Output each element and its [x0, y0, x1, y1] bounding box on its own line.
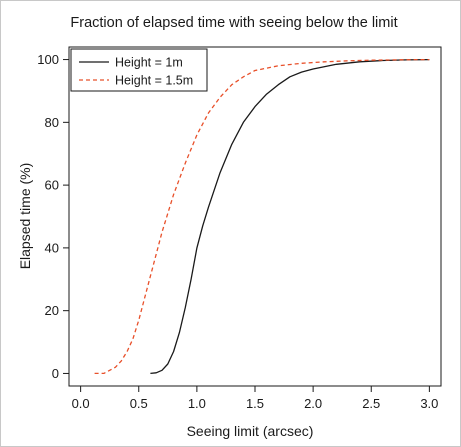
x-axis-label: Seeing limit (arcsec): [187, 423, 314, 439]
x-tick-label: 2.5: [362, 396, 380, 411]
y-tick-label: 0: [52, 366, 59, 381]
plot-area: [68, 46, 442, 387]
y-tick-label: 20: [45, 303, 59, 318]
legend-label-height-1-5m: Height = 1.5m: [115, 74, 193, 88]
y-axis: 0 20 40 60 80 100: [37, 52, 69, 381]
x-tick-label: 1.0: [188, 396, 206, 411]
y-tick-label: 80: [45, 115, 59, 130]
legend-label-height-1m: Height = 1m: [115, 56, 183, 70]
series-line-height-1-5m: [94, 58, 430, 375]
series-layer: [94, 58, 430, 375]
x-tick-label: 1.5: [246, 396, 264, 411]
x-tick-label: 2.0: [304, 396, 322, 411]
series-line-height-1m: [150, 58, 430, 375]
y-axis-label: Elapsed time (%): [17, 163, 33, 270]
y-tick-label: 60: [45, 178, 59, 193]
legend: Height = 1m Height = 1.5m: [70, 48, 208, 92]
y-tick-label: 40: [45, 240, 59, 255]
y-tick-label: 100: [37, 52, 59, 67]
x-tick-label: 3.0: [420, 396, 438, 411]
x-axis: 0.0 0.5 1.0 1.5 2.0 2.5 3.0: [72, 386, 438, 411]
x-tick-label: 0.0: [72, 396, 90, 411]
x-tick-label: 0.5: [130, 396, 148, 411]
chart-title: Fraction of elapsed time with seeing bel…: [70, 15, 397, 31]
legend-box: [70, 48, 208, 92]
